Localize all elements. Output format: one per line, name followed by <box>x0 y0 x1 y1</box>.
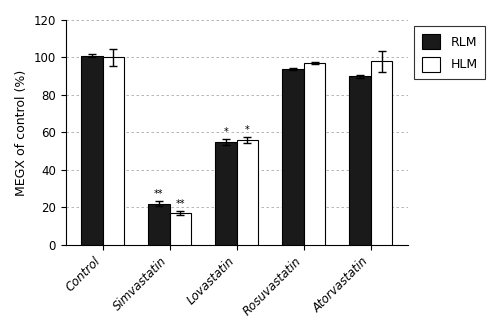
Bar <box>216 142 237 245</box>
Bar <box>237 140 258 245</box>
Y-axis label: MEGX of control (%): MEGX of control (%) <box>15 69 28 195</box>
Bar <box>170 213 191 245</box>
Text: *: * <box>224 127 228 137</box>
Bar <box>282 69 304 245</box>
Legend: RLM, HLM: RLM, HLM <box>414 26 485 79</box>
Bar <box>81 56 102 245</box>
Text: **: ** <box>154 189 164 199</box>
Bar <box>371 61 392 245</box>
Bar <box>304 63 326 245</box>
Bar <box>148 204 170 245</box>
Text: *: * <box>245 125 250 135</box>
Bar <box>350 76 371 245</box>
Text: **: ** <box>176 199 185 209</box>
Bar <box>102 58 124 245</box>
